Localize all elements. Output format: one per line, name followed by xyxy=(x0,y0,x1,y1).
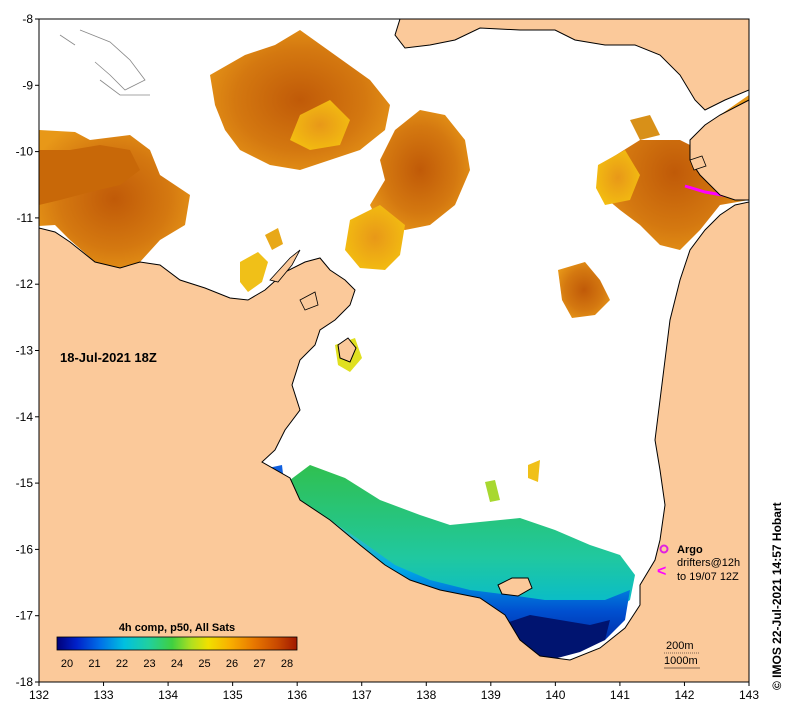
colorbar-label: 24 xyxy=(171,658,183,670)
contour-1000m-label: 1000m xyxy=(664,655,698,667)
colorbar: 4h comp, p50, All Sats 20 21 22 23 24 25 26 27 2… xyxy=(56,622,298,670)
sst-patch-north-center xyxy=(210,30,390,170)
lat-tick-label: -14 xyxy=(16,410,34,424)
legend-argo-label: Argo xyxy=(677,544,703,556)
sst-patch-north-center-2 xyxy=(290,100,350,150)
lon-tick-label: 135 xyxy=(223,688,243,702)
land-layer xyxy=(39,19,749,682)
colorbar-label: 22 xyxy=(116,658,128,670)
lat-tick-label: -13 xyxy=(16,344,34,358)
sst-patch-north-mid xyxy=(370,110,470,230)
sst-patch-green-speckle xyxy=(485,480,500,502)
land-small-island-2 xyxy=(689,155,707,171)
colorbar-label: 23 xyxy=(143,658,155,670)
lon-tick-label: 138 xyxy=(416,688,436,702)
lon-tick-label: 142 xyxy=(674,688,694,702)
lon-tick-label: 137 xyxy=(352,688,372,702)
land-small-island-1 xyxy=(299,291,319,311)
legend-drifters-line1: drifters@12h xyxy=(677,557,740,569)
lat-tick-label: -17 xyxy=(16,609,34,623)
colorbar-label: 26 xyxy=(226,658,238,670)
sst-patch-northwest-2 xyxy=(39,145,140,205)
lat-tick-label: -15 xyxy=(16,476,34,490)
sst-patch-east-center xyxy=(558,262,610,318)
sst-patch-small-yellow-1 xyxy=(240,252,268,292)
legend-drifter-symbol: < xyxy=(657,563,666,580)
contour-200m-label: 200m xyxy=(666,640,694,652)
lat-tick-label: -16 xyxy=(16,542,34,556)
sst-patch-east-speckle xyxy=(528,460,540,482)
colorbar-label: 20 xyxy=(61,658,73,670)
lat-tick-label: -11 xyxy=(17,211,34,225)
land-wessel-islands xyxy=(269,249,301,283)
legend: Argo < drifters@12h to 19/07 12Z xyxy=(657,544,740,583)
colorbar-label: 28 xyxy=(281,658,293,670)
date-label: 18-Jul-2021 18Z xyxy=(60,350,157,365)
lat-tick-label: -18 xyxy=(16,675,34,689)
lat-tick-label: -8 xyxy=(22,12,33,26)
argo-marker-icon xyxy=(659,544,669,554)
lon-tick-label: 140 xyxy=(545,688,565,702)
colorbar-label: 27 xyxy=(253,658,265,670)
land-northern-territory xyxy=(39,201,749,682)
colorbar-label: 25 xyxy=(198,658,210,670)
lat-tick-label: -10 xyxy=(16,145,34,159)
lon-tick-label: 136 xyxy=(287,688,307,702)
longitude-axis: 132 133 134 135 136 137 138 139 140 141 142 143 xyxy=(29,682,759,702)
lon-tick-label: 134 xyxy=(158,688,178,702)
lat-tick-label: -12 xyxy=(16,277,34,291)
colorbar-label: 21 xyxy=(88,658,100,670)
sst-patch-south-green xyxy=(290,465,635,620)
sst-patch-yellow-mid xyxy=(345,205,405,270)
lon-tick-label: 143 xyxy=(739,688,759,702)
latitude-axis: -8 -9 -10 -11 -12 -13 -14 -15 -16 -17 -18 xyxy=(16,12,39,689)
credit-text: © IMOS 22-Jul-2021 14:57 Hobart xyxy=(770,502,784,690)
colorbar-title: 4h comp, p50, All Sats xyxy=(119,622,235,634)
legend-drifters-line2: to 19/07 12Z xyxy=(677,571,739,583)
land-groote-eylandt xyxy=(337,337,357,363)
lon-tick-label: 133 xyxy=(94,688,114,702)
land-papua-new-guinea xyxy=(394,19,749,111)
sst-patch-northeast-yellow xyxy=(596,150,640,205)
colorbar-labels: 20 21 22 23 24 25 26 27 28 xyxy=(61,658,293,670)
land-mornington-island xyxy=(497,577,533,597)
lon-tick-label: 132 xyxy=(29,688,49,702)
sst-patch-ne-strip xyxy=(630,115,660,140)
coastline-detail xyxy=(59,29,150,96)
contour-legend: 200m 1000m xyxy=(664,640,700,669)
sst-patch-small-yellow-2 xyxy=(265,228,283,250)
colorbar-gradient xyxy=(56,636,298,651)
lon-tick-label: 141 xyxy=(610,688,630,702)
lat-tick-label: -9 xyxy=(22,78,33,92)
lon-tick-label: 139 xyxy=(481,688,501,702)
